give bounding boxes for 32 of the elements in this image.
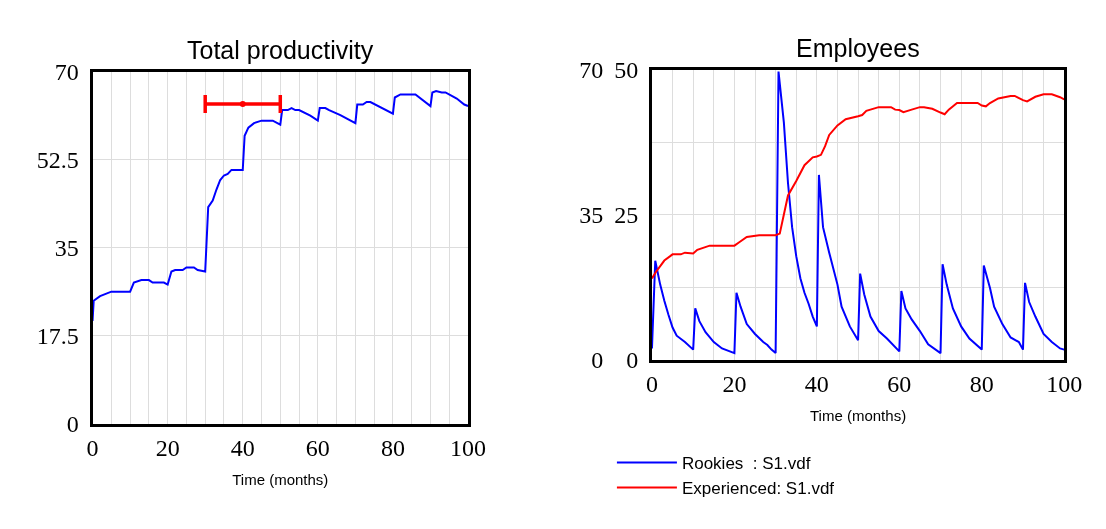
y-tick-label: 17.5: [36, 323, 79, 350]
y-tick-label: 0: [626, 347, 639, 374]
chart-title: Total productivity: [187, 36, 374, 64]
y-tick-label: 70: [54, 59, 79, 86]
x-axis-title: Time (months): [232, 470, 329, 488]
x-tick-label: 40: [804, 370, 829, 397]
y2-tick-label: 35: [579, 202, 604, 229]
x-tick-label: 20: [155, 434, 180, 461]
y-tick-label: 50: [614, 57, 639, 84]
y2-tick-label: 70: [579, 57, 604, 84]
line-series: [92, 89, 469, 322]
x-tick-label: 0: [86, 434, 99, 461]
x-tick-label: 80: [969, 370, 994, 397]
y-tick-label: 52.5: [36, 147, 79, 174]
x-tick-label: 20: [722, 370, 747, 397]
x-tick-label: 100: [450, 434, 487, 461]
x-tick-label: 60: [887, 370, 912, 397]
x-tick-label: 80: [380, 434, 405, 461]
y-tick-label: 25: [614, 202, 639, 229]
y-tick-label: 35: [54, 235, 79, 262]
x-tick-label: 0: [645, 370, 658, 397]
x-tick-label: 60: [305, 434, 330, 461]
legend-label: Rookies : S1.vdf: [681, 454, 811, 474]
y-tick-label: 0: [66, 411, 79, 438]
line-series: [651, 70, 1065, 355]
chart-title: Employees: [796, 34, 920, 62]
x-axis-title: Time (months): [810, 406, 907, 424]
x-tick-label: 40: [230, 434, 255, 461]
x-tick-label: 100: [1046, 370, 1083, 397]
legend-label: Experienced: S1.vdf: [681, 479, 835, 499]
y2-tick-label: 0: [591, 347, 604, 374]
line-series: [651, 93, 1065, 280]
